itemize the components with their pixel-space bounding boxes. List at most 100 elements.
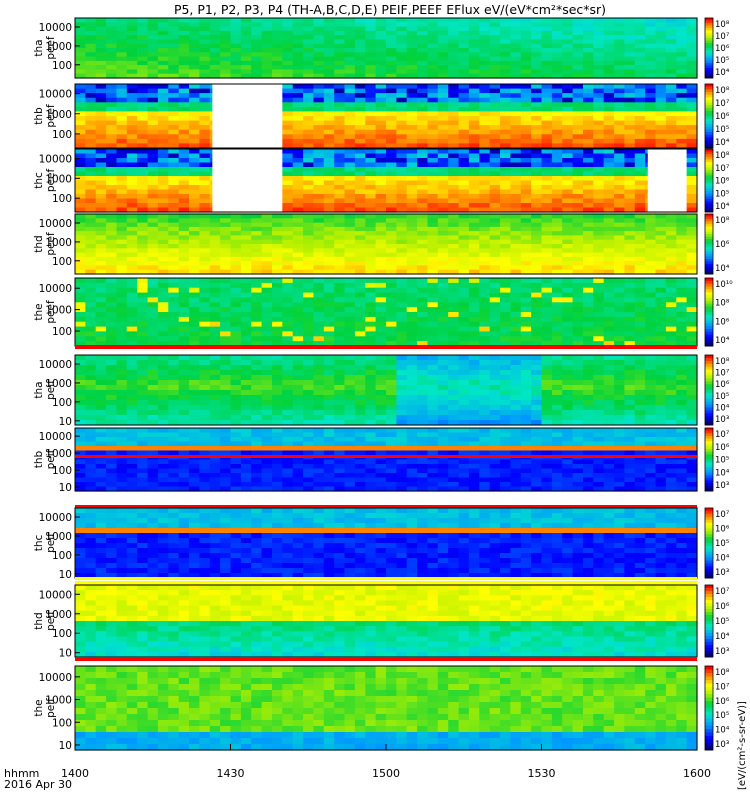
heatmap-cell xyxy=(541,302,553,308)
heatmap-cell xyxy=(406,231,418,236)
heatmap-cell xyxy=(344,405,356,411)
heatmap-cell xyxy=(479,149,491,155)
heatmap-cell xyxy=(479,420,491,426)
heatmap-cell xyxy=(85,269,97,275)
heatmap-cell xyxy=(199,60,211,66)
heatmap-cell xyxy=(427,231,439,236)
heatmap-cell xyxy=(479,326,491,333)
heatmap-cell xyxy=(147,120,159,126)
heatmap-cell xyxy=(303,370,315,376)
heatmap-cell xyxy=(323,307,335,313)
heatmap-cell xyxy=(303,30,315,36)
heatmap-cell xyxy=(230,292,242,299)
heatmap-cell xyxy=(551,73,563,79)
heatmap-cell xyxy=(468,30,480,36)
heatmap-cell xyxy=(354,375,366,381)
heatmap-cell xyxy=(510,125,522,131)
heatmap-cell xyxy=(323,256,335,262)
heatmap-cell xyxy=(676,214,688,219)
heatmap-cell xyxy=(334,194,346,200)
heatmap-cell xyxy=(344,307,356,313)
heatmap-cell xyxy=(344,370,356,376)
heatmap-cell xyxy=(427,235,439,241)
heatmap-cell xyxy=(458,218,470,224)
heatmap-cell xyxy=(448,326,460,333)
heatmap-cell xyxy=(292,65,304,70)
heatmap-cell xyxy=(251,321,263,328)
heatmap-cell xyxy=(686,321,698,328)
heatmap-cell xyxy=(676,252,688,258)
heatmap-cell xyxy=(147,282,159,289)
heatmap-cell xyxy=(593,65,605,70)
heatmap-cell xyxy=(292,244,304,249)
heatmap-cell xyxy=(500,153,511,159)
heatmap-cell xyxy=(665,56,677,62)
heatmap-cell xyxy=(427,39,439,45)
heatmap-cell xyxy=(417,252,429,258)
heatmap-cell xyxy=(178,222,190,228)
heatmap-cell xyxy=(396,278,408,284)
heatmap-cell xyxy=(313,390,325,396)
heatmap-cell xyxy=(489,248,501,254)
heatmap-cell xyxy=(572,231,584,236)
heatmap-cell xyxy=(344,56,356,62)
heatmap-cell xyxy=(126,214,138,219)
heatmap-cell xyxy=(344,198,356,204)
heatmap-cell xyxy=(230,390,242,396)
heatmap-cell xyxy=(375,18,387,23)
heatmap-cell xyxy=(396,207,408,213)
heatmap-cell xyxy=(520,102,532,108)
heatmap-cell xyxy=(396,244,408,249)
heatmap-cell xyxy=(220,269,232,275)
heatmap-cell xyxy=(116,207,128,213)
heatmap-cell xyxy=(261,375,273,381)
heatmap-cell xyxy=(137,312,149,318)
heatmap-cell xyxy=(614,120,626,126)
heatmap-cell xyxy=(126,116,138,122)
heatmap-cell xyxy=(344,252,356,258)
heatmap-cell xyxy=(593,207,605,213)
heatmap-cell xyxy=(313,307,325,313)
heatmap-cell xyxy=(665,326,677,333)
heatmap-cell xyxy=(220,365,232,371)
heatmap-cell xyxy=(479,222,491,228)
heatmap-cell xyxy=(541,111,553,117)
heatmap-cell xyxy=(500,331,511,337)
heatmap-cell xyxy=(562,138,574,145)
heatmap-cell xyxy=(199,111,211,117)
heatmap-cell xyxy=(344,239,356,245)
heatmap-cell xyxy=(85,73,97,79)
heatmap-cell xyxy=(624,180,636,186)
heatmap-cell xyxy=(448,355,460,361)
heatmap-cell xyxy=(603,22,615,28)
heatmap-cell xyxy=(116,385,128,391)
heatmap-cell xyxy=(292,218,304,224)
heatmap-cell xyxy=(137,106,149,113)
heatmap-cell xyxy=(147,390,159,396)
heatmap-cell xyxy=(292,395,304,401)
heatmap-cell xyxy=(551,302,563,308)
heatmap-cell xyxy=(448,30,460,36)
heatmap-cell xyxy=(209,218,221,224)
heatmap-cell xyxy=(178,235,190,241)
heatmap-cell xyxy=(157,341,169,347)
heatmap-cell xyxy=(365,312,377,318)
heatmap-cell xyxy=(354,265,366,271)
heatmap-cell xyxy=(634,60,646,66)
colorbar-segment xyxy=(705,86,713,90)
heatmap-cell xyxy=(189,194,200,200)
heatmap-cell xyxy=(126,307,138,313)
heatmap-cell xyxy=(603,256,615,262)
heatmap-cell xyxy=(106,185,118,191)
colorbar-tick-label: 10⁸ xyxy=(715,20,730,30)
heatmap-cell xyxy=(396,365,408,371)
heatmap-cell xyxy=(292,120,304,126)
y-axis-label: thbpeef xyxy=(33,104,57,128)
heatmap-cell xyxy=(437,30,449,36)
heatmap-cell xyxy=(106,420,118,426)
heatmap-cell xyxy=(624,194,636,200)
heatmap-cell xyxy=(634,149,646,155)
heatmap-cell xyxy=(251,231,263,236)
heatmap-cell xyxy=(417,125,429,131)
heatmap-cell xyxy=(489,60,501,66)
